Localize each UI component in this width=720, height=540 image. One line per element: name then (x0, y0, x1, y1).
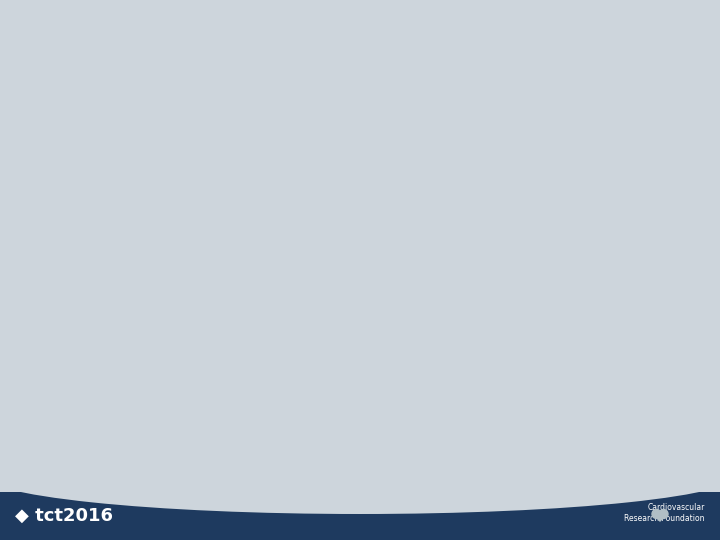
Bar (8, 62, 712, 356)
Polygon shape (652, 514, 668, 522)
Text: ◆ tct2016: ◆ tct2016 (15, 507, 113, 525)
Text: 4.8% (3): 4.8% (3) (546, 286, 593, 296)
Text: Clinical Procedure Success³: Clinical Procedure Success³ (15, 338, 168, 348)
Text: Device Implantation: Procedural Endpoints: Device Implantation: Procedural Endpoint… (8, 7, 680, 35)
Text: Pre-Procedure Diameter Stenosis: Pre-Procedure Diameter Stenosis (15, 116, 199, 126)
Bar (8, 330, 712, 356)
Bar (8, 62, 712, 108)
Circle shape (659, 510, 668, 518)
Text: Clinical Device Success²: Clinical Device Success² (15, 312, 150, 322)
Bar (8, 186, 712, 212)
Text: 100% (63): 100% (63) (541, 142, 598, 152)
Text: 98.4% (62): 98.4% (62) (539, 312, 600, 322)
Bar (8, 108, 712, 134)
Text: 14.1% ± 10.9% (63): 14.1% ± 10.9% (63) (513, 220, 626, 230)
Bar (8, 278, 712, 304)
Text: Failure to Cross Due to Severe
Calcification/Tortuosity: Failure to Cross Due to Severe Calcifica… (15, 247, 184, 269)
Text: FORTITUDE® DES (n = 63)
Mean ± SD  or % (n): FORTITUDE® DES (n = 63) Mean ± SD or % (… (477, 70, 662, 100)
Circle shape (652, 510, 661, 518)
Text: Max. Scaffold Deployment Inflation Pressure (ATM): Max. Scaffold Deployment Inflation Press… (15, 194, 298, 204)
Bar (8, 134, 712, 160)
Text: Single Post-Dilatation using NC Balloon: Single Post-Dilatation using NC Balloon (15, 168, 233, 178)
Ellipse shape (0, 434, 720, 514)
Text: 1.6% (1): 1.6% (1) (546, 253, 593, 263)
Text: Pre-Dilatation Prior to Implant: Pre-Dilatation Prior to Implant (15, 142, 181, 152)
Text: Distal Dissection Treated with DES¹: Distal Dissection Treated with DES¹ (15, 286, 211, 296)
Text: Cardiovascular
Research Foundation: Cardiovascular Research Foundation (624, 503, 705, 523)
Text: Index Procedure
Characteristics (QCA): Index Procedure Characteristics (QCA) (142, 70, 293, 100)
Text: 12.3 ± 2.8 (62): 12.3 ± 2.8 (62) (527, 194, 612, 204)
Text: ¹Non-flow limiting dissections identified distal and outside of scaffold; BRS-DE: ¹Non-flow limiting dissections identifie… (10, 361, 457, 419)
Bar (8, 160, 712, 186)
Bar (8, 238, 712, 278)
Text: 60.1% ± 10.1% (63): 60.1% ± 10.1% (63) (513, 116, 626, 126)
Bar (8, 212, 712, 238)
Polygon shape (0, 0, 720, 474)
Text: Final In-Segment Diameter Stenosis: Final In-Segment Diameter Stenosis (15, 220, 215, 230)
Bar (0, 492, 720, 540)
Text: 96.8% (61): 96.8% (61) (539, 338, 600, 348)
Text: 34.9% (22): 34.9% (22) (539, 168, 600, 178)
Bar (8, 304, 712, 330)
